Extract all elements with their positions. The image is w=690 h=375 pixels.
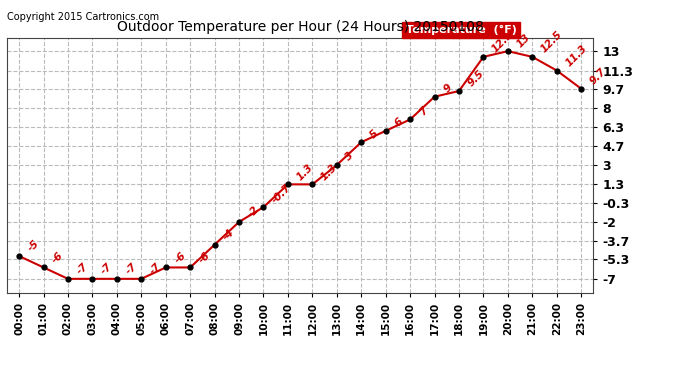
Text: 6: 6 <box>393 117 405 129</box>
Text: 12.5: 12.5 <box>540 29 564 55</box>
Text: -7: -7 <box>75 261 90 277</box>
Text: Temperature  (°F): Temperature (°F) <box>406 25 517 35</box>
Text: 3: 3 <box>344 151 356 163</box>
Title: Outdoor Temperature per Hour (24 Hours) 20150108: Outdoor Temperature per Hour (24 Hours) … <box>117 20 484 33</box>
Text: -7: -7 <box>99 261 115 277</box>
Text: 7: 7 <box>417 105 429 117</box>
Text: 11.3: 11.3 <box>564 43 589 68</box>
Text: -4: -4 <box>221 227 237 243</box>
Text: 1.3: 1.3 <box>295 162 315 182</box>
Text: -6: -6 <box>197 250 213 265</box>
Text: -7: -7 <box>124 261 139 277</box>
Text: -7: -7 <box>148 261 164 277</box>
Text: 9.7: 9.7 <box>588 66 609 87</box>
Text: 5: 5 <box>368 128 380 140</box>
Text: 1.3: 1.3 <box>319 162 339 182</box>
Text: Copyright 2015 Cartronics.com: Copyright 2015 Cartronics.com <box>7 12 159 22</box>
Text: -0.7: -0.7 <box>270 182 294 205</box>
Text: -2: -2 <box>246 204 262 220</box>
Text: 9.5: 9.5 <box>466 69 486 89</box>
Text: 9: 9 <box>442 82 454 94</box>
Text: 13: 13 <box>515 32 532 49</box>
Text: -5: -5 <box>26 239 41 254</box>
Text: -6: -6 <box>172 250 188 265</box>
Text: -6: -6 <box>50 250 66 265</box>
Text: 12.5: 12.5 <box>491 29 515 55</box>
